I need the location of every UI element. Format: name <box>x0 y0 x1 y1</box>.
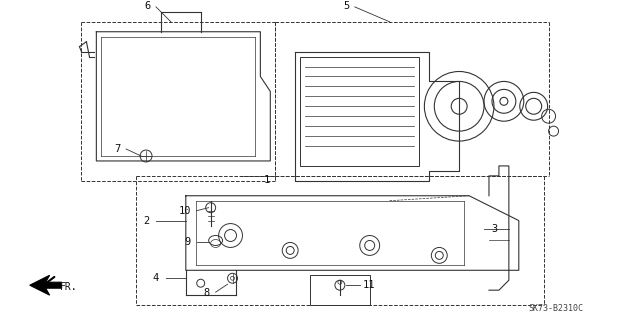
Text: 11: 11 <box>363 280 375 290</box>
Text: 6: 6 <box>145 1 151 11</box>
Text: FR.: FR. <box>60 282 77 292</box>
Text: 1: 1 <box>263 175 269 185</box>
Text: 3: 3 <box>491 224 497 234</box>
Text: 7: 7 <box>114 144 120 154</box>
Bar <box>300 56 419 166</box>
Text: 2: 2 <box>143 216 149 226</box>
Text: 8: 8 <box>204 288 210 298</box>
Polygon shape <box>29 275 61 295</box>
Text: 5: 5 <box>344 1 350 11</box>
Text: SK73-B2310C: SK73-B2310C <box>529 304 584 313</box>
Text: 10: 10 <box>179 206 191 216</box>
Text: 4: 4 <box>153 273 159 283</box>
Text: 9: 9 <box>184 237 191 248</box>
Bar <box>310 275 370 305</box>
